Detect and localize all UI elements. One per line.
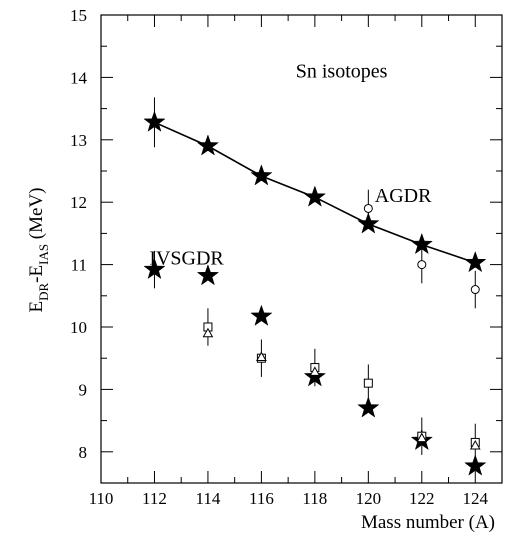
chart-annotation: Sn isotopes — [296, 60, 388, 82]
x-tick-label: 110 — [89, 489, 114, 508]
y-tick-label: 11 — [71, 256, 87, 275]
y-tick-label: 9 — [79, 380, 88, 399]
data-point-triangle — [202, 327, 214, 338]
x-tick-label: 122 — [409, 489, 435, 508]
y-axis-label-sub1: DR — [36, 283, 51, 301]
data-point-star — [357, 396, 380, 418]
x-axis-label: Mass number (A) — [361, 512, 495, 533]
y-tick-label: 12 — [70, 193, 87, 212]
data-point-star — [464, 250, 487, 273]
series-layer — [143, 97, 487, 476]
data-point-star — [250, 304, 273, 326]
data-point-star — [143, 257, 166, 280]
x-tick-label: 116 — [249, 489, 274, 508]
data-point-star — [464, 454, 487, 476]
y-tick-label: 10 — [70, 318, 87, 337]
y-axis-label-sub2: IAS — [36, 244, 51, 265]
data-point-triangle — [469, 440, 481, 450]
y-tick-label: 14 — [70, 68, 88, 87]
data-point-square — [363, 378, 373, 388]
plot-frame — [100, 14, 503, 484]
data-point-star — [143, 110, 166, 132]
x-tick-label: 114 — [195, 489, 220, 508]
data-point-circle — [470, 285, 480, 295]
chart-annotation: AGDR — [375, 185, 432, 207]
y-tick-label: 15 — [70, 6, 87, 25]
y-tick-label: 13 — [70, 131, 87, 150]
data-point-circle — [363, 203, 373, 213]
data-point-star — [196, 134, 220, 156]
data-point-star — [303, 185, 327, 207]
y-tick-label: 8 — [79, 443, 88, 462]
data-point-triangle — [256, 351, 267, 361]
data-point-circle — [417, 260, 427, 270]
y-axis-label-mid: -E — [26, 265, 47, 283]
axis-ticks: 110 112 114 116 118 120 122 124 8 9 10 11 12 13 14 15 — [70, 6, 503, 508]
x-tick-label: 124 — [463, 489, 489, 508]
data-point-triangle — [309, 366, 321, 376]
x-tick-label: 118 — [302, 489, 327, 508]
x-tick-label: 120 — [356, 489, 382, 508]
data-point-triangle — [416, 432, 428, 443]
y-axis-label-unit: (MeV) — [26, 187, 47, 243]
annotation-layer: Sn isotopes AGDR IVSGDR — [149, 60, 432, 269]
data-point-star — [250, 164, 273, 186]
y-axis-label: EDR-EIAS (MeV) — [26, 187, 51, 312]
y-axis-label-main: E — [26, 301, 47, 313]
x-tick-label: 112 — [142, 489, 167, 508]
chart-annotation: IVSGDR — [149, 248, 224, 270]
data-point-star — [196, 264, 220, 286]
